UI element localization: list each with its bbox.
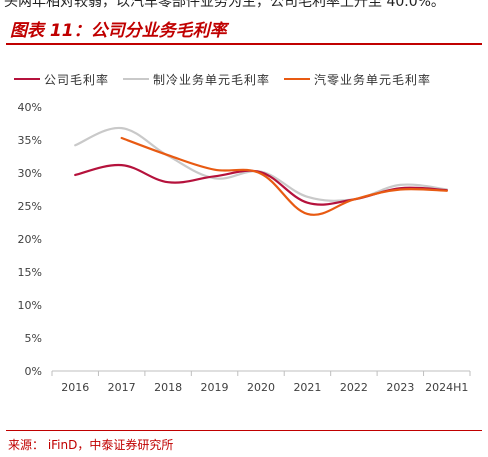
- clipped-header-line: 头两年相对较弱，以汽车零部件业务为主，公司毛利率上升至 40.0%。: [4, 0, 445, 8]
- x-tick-label: 2018: [154, 381, 182, 394]
- legend-label-company: 公司毛利率: [44, 72, 110, 87]
- legend-label-refrigeration: 制冷业务单元毛利率: [153, 72, 271, 87]
- source-note: 来源： iFinD，中泰证券研究所: [8, 438, 174, 452]
- y-tick-label: 5%: [25, 332, 42, 345]
- x-tick-label: 2019: [201, 381, 229, 394]
- y-tick-label: 15%: [18, 266, 42, 279]
- title-rule: [6, 43, 482, 45]
- line-chart: 0% 5% 10% 15% 20% 25% 30% 35% 40% 2016 2017 2018 201…: [18, 101, 471, 394]
- clipped-header-text: 头两年相对较弱，以汽车零部件业务为主，公司毛利率上升至 40.0%。: [0, 0, 488, 8]
- x-tick-label: 2023: [386, 381, 414, 394]
- legend-item-company: 公司毛利率: [14, 71, 109, 88]
- legend-swatch-auto-parts: [284, 78, 311, 80]
- y-tick-label: 20%: [18, 233, 42, 246]
- legend-swatch-refrigeration: [123, 78, 150, 80]
- y-tick-label: 25%: [18, 200, 42, 213]
- y-tick-label: 10%: [18, 299, 42, 312]
- legend-swatch-company: [14, 78, 40, 80]
- x-tick-label: 2017: [108, 381, 136, 394]
- figure-title: 图表 11：公司分业务毛利率: [10, 21, 227, 41]
- legend-item-auto-parts: 汽零业务单元毛利率: [284, 71, 431, 88]
- series-line-auto-parts: [120, 136, 448, 216]
- chart-legend: 公司毛利率 制冷业务单元毛利率 汽零业务单元毛利率: [14, 70, 445, 88]
- x-tick-label: 2020: [247, 381, 275, 394]
- y-tick-label: 40%: [18, 101, 42, 114]
- y-tick-label: 35%: [18, 134, 42, 147]
- x-tick-label: 2016: [61, 381, 89, 394]
- x-tick-label: 2021: [293, 381, 321, 394]
- y-tick-label: 30%: [18, 167, 42, 180]
- x-tick-label: 2024H1: [425, 381, 468, 394]
- y-tick-label: 0%: [25, 365, 42, 378]
- x-tick-label: 2022: [340, 381, 368, 394]
- legend-label-auto-parts: 汽零业务单元毛利率: [314, 72, 432, 87]
- legend-item-refrigeration: 制冷业务单元毛利率: [123, 71, 270, 88]
- footer-rule: [6, 430, 482, 431]
